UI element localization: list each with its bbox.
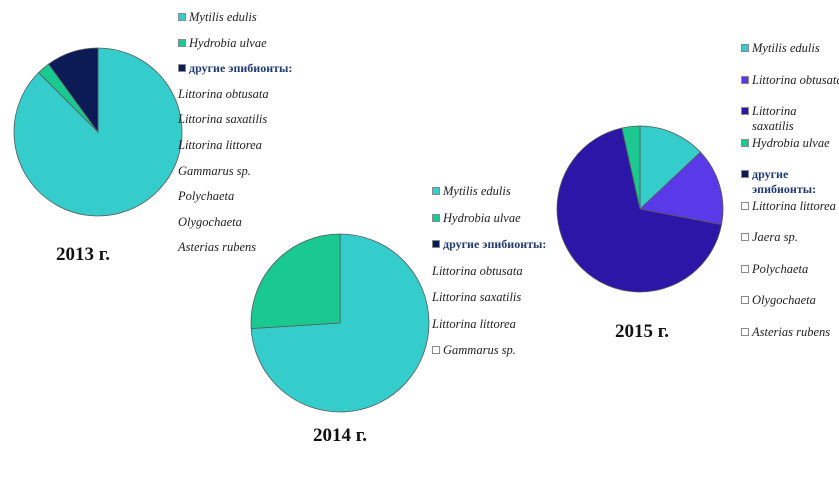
- legend-label: Littorina littorea: [178, 138, 262, 152]
- legend-label: Littorina obtusata: [178, 86, 269, 101]
- legend-label: Polychaeta: [178, 189, 235, 204]
- pie-2013: [13, 47, 183, 217]
- legend-label: Littorina saxatilis: [178, 112, 268, 127]
- legend-swatch: [741, 107, 749, 115]
- pie-slice-mytilis-edulis: [639, 125, 702, 210]
- pie-2014: [250, 233, 430, 413]
- chart-title-2014: 2014 г.: [313, 425, 367, 446]
- pie-slice-other: [48, 47, 99, 134]
- legend-swatch: [432, 346, 440, 354]
- legend-label: Polychaeta: [752, 261, 809, 276]
- pie-slice-littorina-saxatilis: [556, 127, 722, 293]
- legend-swatch: [741, 233, 749, 241]
- legend-swatch: [178, 64, 186, 73]
- legend-label: Littorina littorea: [752, 198, 836, 213]
- legend-swatch: [432, 213, 440, 222]
- pie-slice-hydrobia-ulvae: [621, 125, 641, 210]
- legend-swatch: [741, 264, 749, 273]
- legend-label: Littorina littorea: [432, 316, 516, 331]
- legend-label: Olygochaeta: [178, 214, 242, 229]
- legend-swatch: [741, 138, 749, 147]
- legend-label: Littorina saxatilis: [432, 290, 522, 304]
- legend-swatch: [432, 240, 440, 248]
- legend-swatch: [741, 296, 749, 304]
- legend-swatch: [741, 75, 749, 84]
- legend-label: другие эпибионты:: [189, 61, 293, 76]
- legend-label: Hydrobia ulvae: [443, 210, 521, 225]
- legend-label: другие эпибионты:: [443, 237, 547, 251]
- pie-slice-hydrobia-ulvae: [250, 233, 341, 330]
- legend-label: Mytilis edulis: [443, 184, 511, 198]
- chart-title-2013: 2013 г.: [56, 244, 110, 265]
- legend-label: Gammarus sp.: [443, 343, 516, 357]
- legend-label: Mytilis edulis: [189, 10, 257, 24]
- legend-label: Littorina saxatilis: [752, 104, 797, 133]
- legend-label: Mytilis edulis: [752, 41, 820, 55]
- chart-title-2015: 2015 г.: [615, 321, 669, 342]
- legend-swatch: [741, 44, 749, 52]
- legend-label: Hydrobia ulvae: [189, 35, 267, 50]
- legend-swatch: [741, 170, 749, 178]
- legend-swatch: [178, 38, 186, 47]
- legend-swatch: [741, 327, 749, 336]
- legend-swatch: [178, 13, 186, 21]
- legend-swatch: [432, 187, 440, 195]
- legend-label: Jaera sp.: [752, 230, 798, 244]
- legend-label: Littorina obtusata: [432, 263, 523, 278]
- pie-2015: [556, 125, 724, 293]
- legend-label: Hydrobia ulvae: [752, 135, 830, 150]
- legend-label: Olygochaeta: [752, 293, 816, 307]
- legend-label: Gammarus sp.: [178, 163, 251, 178]
- legend-label: Littorina obtusata: [752, 72, 839, 87]
- legend-label: другие эпибионты:: [752, 167, 817, 196]
- pie-slice-littorina-obtusata: [639, 151, 724, 226]
- legend-label: Asterias rubens: [178, 240, 257, 255]
- legend-label: Asterias rubens: [752, 324, 831, 339]
- legend-swatch: [741, 201, 749, 210]
